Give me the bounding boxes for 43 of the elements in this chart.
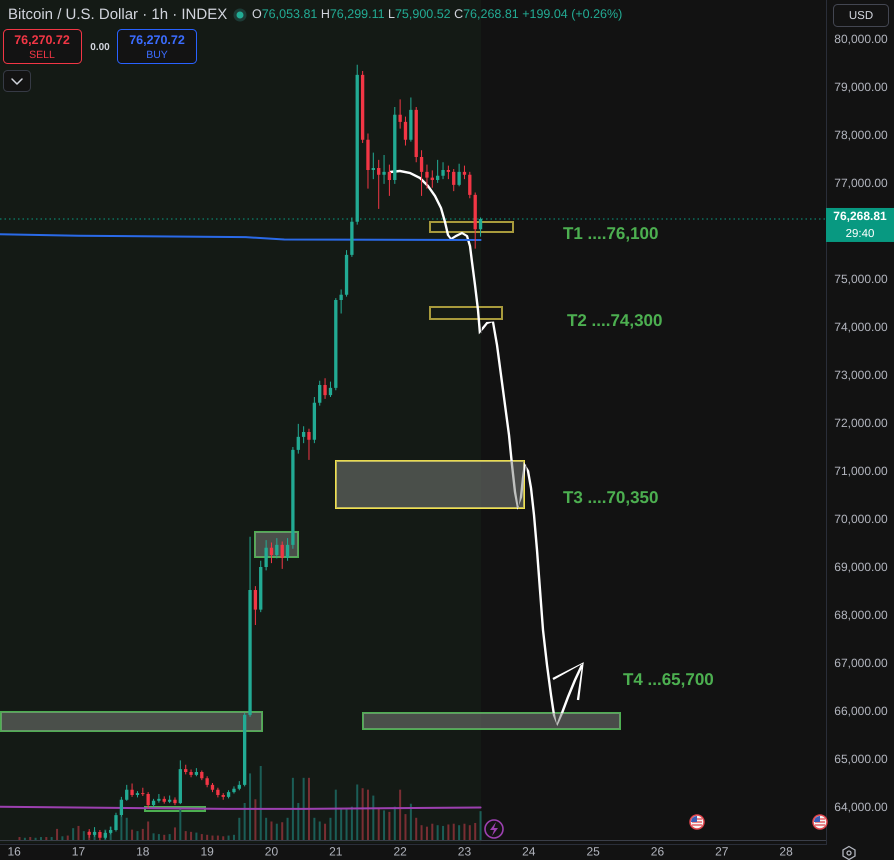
y-tick-label: 64,000.00 — [834, 800, 888, 814]
text: USD — [848, 10, 874, 22]
x-tick-label: 27 — [715, 844, 729, 859]
y-tick-label: 77,000.00 — [834, 176, 888, 190]
x-tick-label: 19 — [200, 844, 214, 859]
annotation: BUY — [146, 48, 168, 61]
y-tick-label: 65,000.00 — [834, 752, 888, 766]
x-tick-label: 23 — [458, 844, 472, 859]
y-tick-label: 78,000.00 — [834, 128, 888, 142]
annotation: 76,270.72 — [14, 33, 70, 48]
x-tick-label: 25 — [586, 844, 600, 859]
x-tick-label: 26 — [650, 844, 664, 859]
y-tick-label: 73,000.00 — [834, 368, 888, 382]
y-tick-label: 66,000.00 — [834, 704, 888, 718]
x-tick-label: 18 — [136, 844, 150, 859]
chart-title: Bitcoin / U.S. Dollar · 1h · INDEX — [8, 6, 228, 23]
y-tick-label: 74,000.00 — [834, 320, 888, 334]
y-tick-label: 71,000.00 — [834, 464, 888, 478]
annotation: T4 ...65,700 — [623, 670, 714, 690]
annotation: T3 ....70,350 — [563, 488, 658, 508]
x-tick-label: 17 — [72, 844, 86, 859]
x-tick-label: 28 — [779, 844, 794, 859]
y-tick-label: 79,000.00 — [834, 80, 888, 94]
x-tick-label: 20 — [264, 844, 278, 859]
annotation: T2 ....74,300 — [567, 311, 662, 330]
x-tick-label: 21 — [329, 844, 343, 859]
x-tick-label: 24 — [522, 844, 536, 859]
y-tick-label: 80,000.00 — [834, 32, 888, 46]
annotation: T1 ....76,100 — [563, 224, 658, 244]
y-tick-label: 72,000.00 — [834, 416, 888, 430]
x-tick-label: 22 — [393, 844, 408, 859]
y-tick-label: 70,000.00 — [834, 512, 888, 526]
x-tick-label: 16 — [7, 844, 22, 859]
annotation: 0.00 — [90, 42, 110, 53]
y-tick-label: 67,000.00 — [834, 656, 888, 670]
annotation: SELL — [29, 48, 56, 61]
text: O76,053.81 H76,299.11 L75,900.52 C76,268.81 +199.04 (+0.26%) — [252, 7, 622, 22]
annotation: 76,270.72 — [129, 33, 185, 48]
y-tick-label: 75,000.00 — [834, 272, 888, 286]
y-tick-label: 69,000.00 — [834, 560, 888, 574]
ref-line-label: 76,268.81 — [833, 209, 888, 224]
text: 29:40 — [846, 228, 874, 240]
y-tick-label: 68,000.00 — [834, 608, 888, 622]
